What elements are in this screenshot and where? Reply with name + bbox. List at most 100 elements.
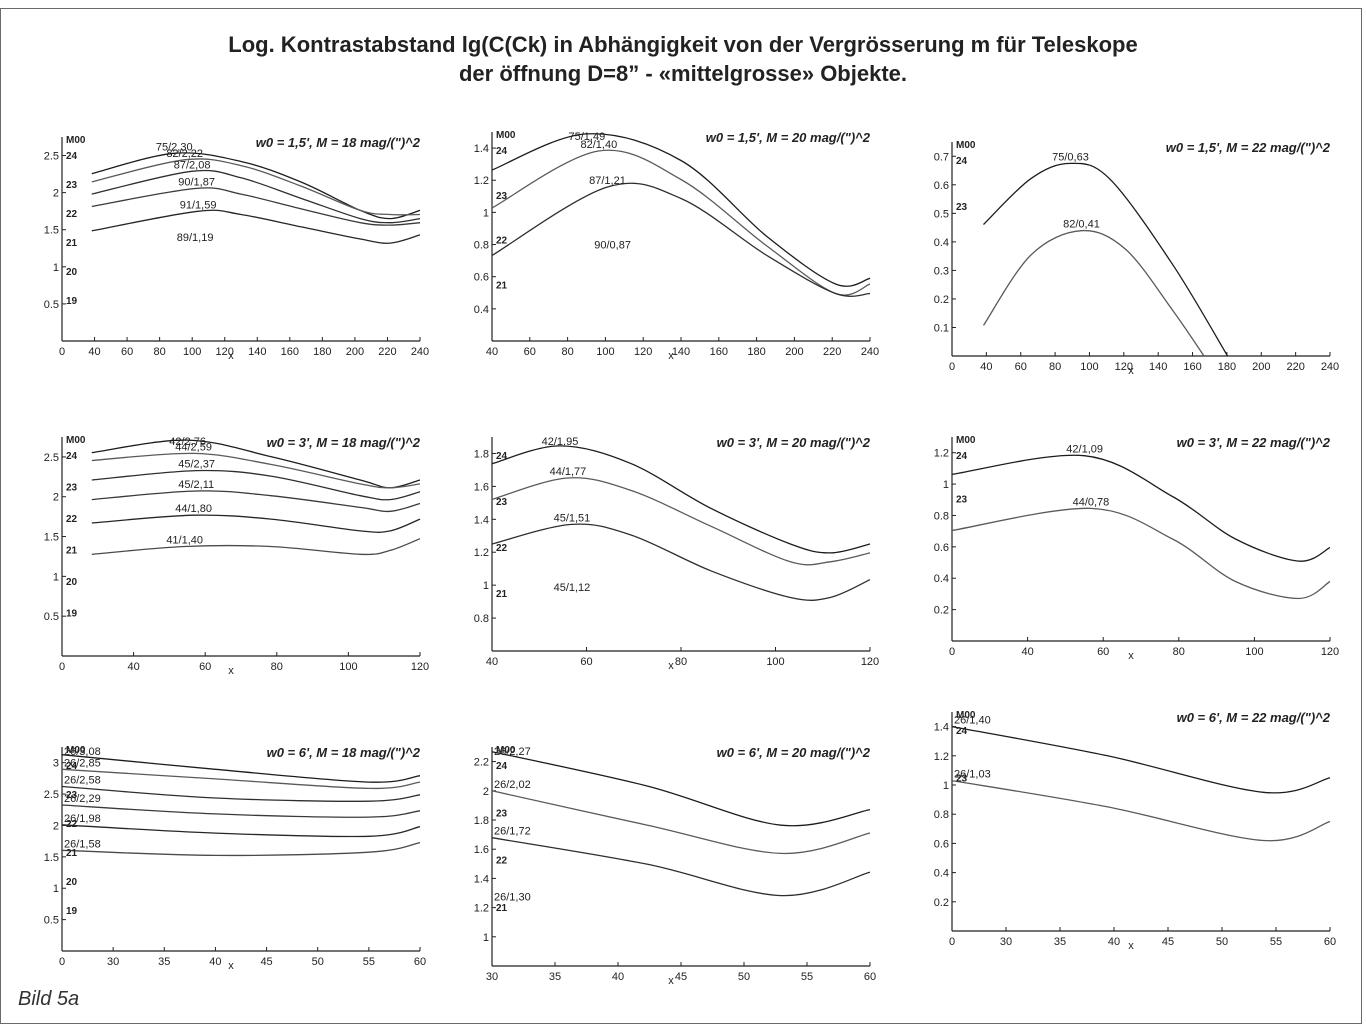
title-line-2: der öffnung D=8” - «mittelgrosse» Objekt… bbox=[458, 61, 908, 86]
x-axis-label: x bbox=[668, 350, 674, 362]
y-tick-label: 1 bbox=[483, 207, 489, 219]
y-tick-label: 0.5 bbox=[44, 299, 59, 311]
x-tick-label: 40 bbox=[1021, 646, 1033, 658]
y-tick-label: 2 bbox=[53, 492, 59, 504]
magnitude-label: 22 bbox=[496, 856, 508, 867]
point-label: 42/1,09 bbox=[1066, 444, 1103, 456]
x-tick-label: 60 bbox=[1324, 936, 1336, 948]
x-tick-label: 100 bbox=[183, 346, 201, 358]
x-tick-label: 100 bbox=[1080, 361, 1098, 373]
x-tick-label: 40 bbox=[88, 346, 100, 358]
series-line-19 bbox=[91, 538, 421, 556]
y-tick-label: 1.2 bbox=[474, 903, 489, 915]
x-tick-label: 180 bbox=[313, 346, 331, 358]
magnitude-label: 21 bbox=[66, 546, 78, 557]
y-tick-label: 0.5 bbox=[44, 915, 59, 927]
x-tick-label: 120 bbox=[1115, 361, 1133, 373]
magnitude-label: 21 bbox=[66, 848, 78, 859]
x-tick-label: 100 bbox=[596, 346, 614, 358]
x-tick-label: 60 bbox=[1015, 361, 1027, 373]
x-axis-label: x bbox=[228, 350, 234, 362]
series-line-24 bbox=[951, 454, 1331, 562]
point-label: 45/1,51 bbox=[554, 512, 591, 524]
y-tick-label: 2.5 bbox=[44, 151, 59, 163]
y-tick-label: 1 bbox=[53, 883, 59, 895]
y-tick-label: 0.8 bbox=[934, 809, 949, 821]
legend-title: M00 bbox=[496, 745, 516, 756]
legend-title: M00 bbox=[66, 435, 86, 446]
point-label: 26/2,27 bbox=[494, 746, 531, 758]
x-tick-label: 35 bbox=[549, 971, 561, 983]
chart-panel-7: 0 30 35 40 45 50 55 60 0.5 1 1.5 2 2.5 3 x w0 = 6', M =… bbox=[44, 745, 426, 972]
y-tick-label: 0.2 bbox=[934, 294, 949, 306]
y-tick-label: 1 bbox=[483, 932, 489, 944]
point-label: 82/1,40 bbox=[581, 139, 618, 151]
y-tick-label: 2.5 bbox=[44, 452, 59, 464]
x-tick-label: 80 bbox=[154, 346, 166, 358]
x-tick-label: 180 bbox=[1218, 361, 1236, 373]
magnitude-label: 23 bbox=[496, 497, 508, 508]
x-tick-label: 180 bbox=[747, 346, 765, 358]
y-tick-label: 0.8 bbox=[474, 613, 489, 625]
y-tick-label: 1 bbox=[943, 780, 949, 792]
series-line-24 bbox=[491, 445, 871, 554]
panel-title: w0 = 1,5', M = 22 mag/(")^2 bbox=[1166, 140, 1331, 155]
magnitude-label: 21 bbox=[496, 589, 508, 600]
x-tick-label: 240 bbox=[1321, 361, 1339, 373]
x-tick-label: 45 bbox=[1162, 936, 1174, 948]
x-tick-label: 30 bbox=[107, 956, 119, 968]
y-tick-label: 1.4 bbox=[934, 722, 949, 734]
series-line-24 bbox=[983, 162, 1229, 357]
magnitude-label: 20 bbox=[66, 877, 78, 888]
x-tick-label: 0 bbox=[949, 936, 955, 948]
panel-title: w0 = 6', M = 22 mag/(")^2 bbox=[1177, 710, 1331, 725]
magnitude-label: 22 bbox=[66, 514, 78, 525]
x-tick-label: 80 bbox=[675, 656, 687, 668]
y-tick-label: 0.8 bbox=[934, 510, 949, 522]
y-tick-label: 1.8 bbox=[474, 448, 489, 460]
point-label: 26/2,29 bbox=[64, 793, 101, 805]
y-tick-label: 1.6 bbox=[474, 481, 489, 493]
point-label: 42/2,76 bbox=[169, 436, 206, 448]
x-tick-label: 240 bbox=[411, 346, 429, 358]
y-tick-label: 2 bbox=[483, 786, 489, 798]
magnitude-label: 23 bbox=[956, 202, 968, 213]
y-tick-label: 1 bbox=[483, 580, 489, 592]
series-line-23 bbox=[91, 452, 421, 489]
magnitude-label: 24 bbox=[956, 156, 968, 167]
x-tick-label: 40 bbox=[486, 656, 498, 668]
y-tick-label: 0.6 bbox=[934, 542, 949, 554]
series-line-21 bbox=[61, 804, 421, 818]
series-line-20 bbox=[61, 824, 421, 838]
point-label: 26/1,30 bbox=[494, 891, 531, 903]
x-tick-label: 200 bbox=[346, 346, 364, 358]
x-tick-label: 80 bbox=[271, 661, 283, 673]
panel-title: w0 = 3', M = 20 mag/(")^2 bbox=[717, 435, 871, 450]
y-tick-label: 0.6 bbox=[934, 180, 949, 192]
x-tick-label: 120 bbox=[411, 661, 429, 673]
y-tick-label: 3 bbox=[53, 758, 59, 770]
magnitude-label: 19 bbox=[66, 906, 78, 917]
magnitude-label: 19 bbox=[66, 609, 78, 620]
x-tick-label: 160 bbox=[710, 346, 728, 358]
point-label: 26/1,72 bbox=[494, 826, 531, 838]
point-label: 26/1,03 bbox=[954, 769, 991, 781]
panel-title: w0 = 3', M = 22 mag/(")^2 bbox=[1177, 435, 1331, 450]
x-tick-label: 0 bbox=[59, 956, 65, 968]
chart-panel-4: 0 40 60 80 100 120 0.5 1 1.5 2 2.5 x w0 = 3', M = 18… bbox=[44, 435, 429, 677]
x-tick-label: 120 bbox=[861, 656, 879, 668]
y-tick-label: 1 bbox=[943, 479, 949, 491]
x-tick-label: 100 bbox=[1245, 646, 1263, 658]
x-tick-label: 40 bbox=[1108, 936, 1120, 948]
x-tick-label: 50 bbox=[312, 956, 324, 968]
chart-panel-9: 0 30 35 40 45 50 55 60 0.2 0.4 0.6 0.8 1 1.2 1.4 x w0 = … bbox=[934, 710, 1336, 952]
point-label: 26/1,58 bbox=[64, 838, 101, 850]
point-label: 87/2,08 bbox=[174, 159, 211, 171]
series-line-22 bbox=[91, 469, 421, 501]
series-line-22 bbox=[61, 785, 421, 802]
series-line-23 bbox=[491, 149, 871, 296]
x-tick-label: 240 bbox=[861, 346, 879, 358]
point-label: 87/1,21 bbox=[589, 175, 626, 187]
point-label: 26/2,02 bbox=[494, 779, 531, 791]
y-tick-label: 0.1 bbox=[934, 322, 949, 334]
